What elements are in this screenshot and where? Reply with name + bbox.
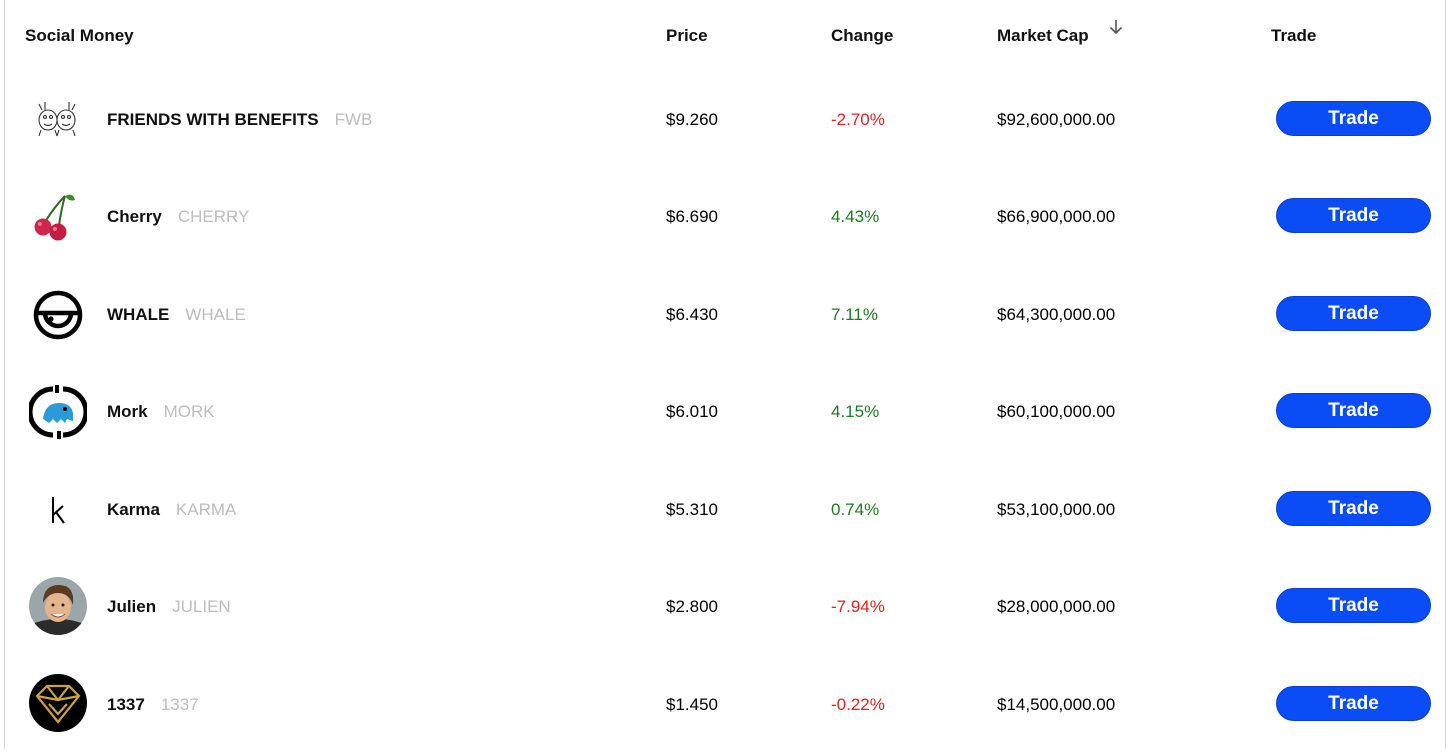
token-name[interactable]: 1337 1337 xyxy=(107,695,199,715)
change-value: 0.74% xyxy=(831,500,880,519)
market-cap-value: $28,000,000.00 xyxy=(997,597,1116,616)
token-name-label: Julien xyxy=(107,597,157,616)
price-value: $6.010 xyxy=(666,402,718,421)
market-cap-value: $66,900,000.00 xyxy=(997,207,1116,226)
token-symbol: FWB xyxy=(334,110,373,129)
token-name[interactable]: Mork MORK xyxy=(107,402,215,422)
table-row: WHALE WHALE $6.430 7.11% $64,300,000.00 T… xyxy=(5,266,1445,363)
token-name-label: Cherry xyxy=(107,207,162,226)
trade-button[interactable]: Trade xyxy=(1276,491,1431,526)
change-value: 7.11% xyxy=(831,305,878,324)
column-header-trade: Trade xyxy=(1271,26,1317,45)
table-row: Cherry CHERRY $6.690 4.43% $66,900,000.00… xyxy=(5,168,1445,265)
change-value: -7.94% xyxy=(831,597,885,616)
price-value: $6.690 xyxy=(666,207,718,226)
table-row: 1337 1337 $1.450 -0.22% $14,500,000.00 Tr… xyxy=(5,656,1445,753)
price-value: $6.430 xyxy=(666,305,718,324)
market-cap-value: $60,100,000.00 xyxy=(997,402,1116,421)
arrow-down-icon[interactable] xyxy=(1108,18,1124,36)
column-header-market-cap[interactable]: Market Cap xyxy=(997,26,1089,45)
trade-button[interactable]: Trade xyxy=(1276,101,1431,136)
token-name[interactable]: Cherry CHERRY xyxy=(107,207,249,227)
trade-button[interactable]: Trade xyxy=(1276,198,1431,233)
token-name[interactable]: Karma KARMA xyxy=(107,500,236,520)
social-money-table: Social Money Price Change Market Cap Tra… xyxy=(4,0,1446,749)
trade-button[interactable]: Trade xyxy=(1276,686,1431,721)
token-name-label: FRIENDS WITH BENEFITS xyxy=(107,110,319,129)
change-value: 4.43% xyxy=(831,207,880,226)
token-name-label: WHALE xyxy=(107,305,170,324)
token-name[interactable]: Julien JULIEN xyxy=(107,597,231,617)
token-name-label: Karma xyxy=(107,500,160,519)
cherry-logo-icon xyxy=(34,194,75,241)
token-name-label: Mork xyxy=(107,402,148,421)
token-symbol: WHALE xyxy=(185,305,246,324)
table-row: Mork MORK $6.010 4.15% $60,100,000.00 Tra… xyxy=(5,363,1445,460)
price-value: $9.260 xyxy=(666,110,718,129)
column-header-change[interactable]: Change xyxy=(831,26,894,45)
julien-avatar xyxy=(29,577,87,635)
change-value: -0.22% xyxy=(831,695,885,714)
table-row: Karma KARMA $5.310 0.74% $53,100,000.00 T… xyxy=(5,461,1445,558)
whale-logo-icon xyxy=(33,290,83,340)
token-symbol: JULIEN xyxy=(172,597,231,616)
price-value: $2.800 xyxy=(666,597,718,616)
price-value: $5.310 xyxy=(666,500,718,519)
table-row: FRIENDS WITH BENEFITS FWB $9.260 -2.70% $… xyxy=(5,71,1445,168)
table-header: Social Money Price Change Market Cap Tra… xyxy=(5,26,1445,50)
token-symbol: KARMA xyxy=(175,500,237,519)
market-cap-value: $53,100,000.00 xyxy=(997,500,1116,519)
token-symbol: 1337 xyxy=(160,695,199,714)
token-symbol: CHERRY xyxy=(177,207,250,226)
table-row: Julien JULIEN $2.800 -7.94% $28,000,000.0… xyxy=(5,558,1445,655)
column-header-price[interactable]: Price xyxy=(666,26,708,45)
change-value: -2.70% xyxy=(831,110,885,129)
token-name-label: 1337 xyxy=(107,695,145,714)
1337-logo-icon xyxy=(29,674,87,732)
karma-logo-icon xyxy=(52,497,65,524)
market-cap-value: $14,500,000.00 xyxy=(997,695,1116,714)
token-name[interactable]: FRIENDS WITH BENEFITS FWB xyxy=(107,110,372,130)
trade-button[interactable]: Trade xyxy=(1276,393,1431,428)
token-name[interactable]: WHALE WHALE xyxy=(107,305,246,325)
market-cap-value: $92,600,000.00 xyxy=(997,110,1116,129)
fwb-logo-icon xyxy=(38,102,76,137)
trade-button[interactable]: Trade xyxy=(1276,296,1431,331)
price-value: $1.450 xyxy=(666,695,718,714)
trade-button[interactable]: Trade xyxy=(1276,588,1431,623)
column-header-social-money[interactable]: Social Money xyxy=(25,26,134,45)
mork-logo-icon xyxy=(29,385,87,439)
market-cap-value: $64,300,000.00 xyxy=(997,305,1116,324)
change-value: 4.15% xyxy=(831,402,880,421)
token-symbol: MORK xyxy=(163,402,215,421)
